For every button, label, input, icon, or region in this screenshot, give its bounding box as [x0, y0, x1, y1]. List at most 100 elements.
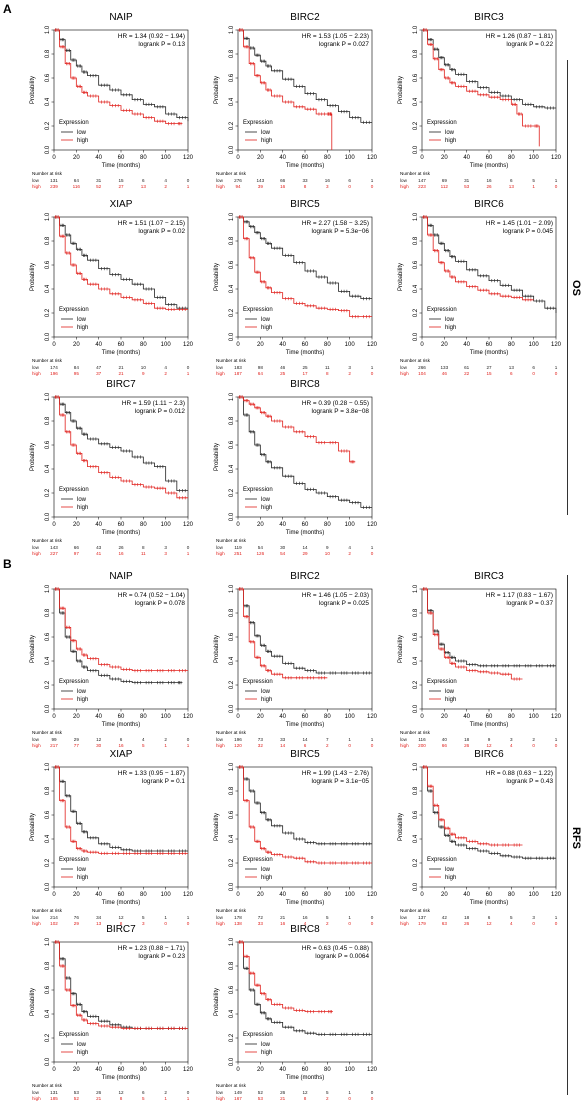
y-tick-label: 0.8 [45, 416, 51, 425]
risk-count-high: 26 [464, 921, 470, 926]
risk-count-low: 1 [371, 365, 374, 370]
risk-count-low: 4 [164, 178, 167, 183]
y-axis-label: Probability [398, 635, 404, 663]
risk-row-label-high: high [216, 371, 225, 376]
risk-count-low: 6 [348, 178, 351, 183]
risk-count-low: 31 [96, 178, 102, 183]
risk-count-high: 116 [73, 184, 81, 189]
plot-frame [53, 941, 189, 1063]
plot-frame [53, 766, 189, 888]
risk-count-low: 0 [187, 545, 190, 550]
y-tick-label: 0.6 [229, 260, 235, 269]
x-axis-label: Time (months) [286, 722, 324, 728]
y-tick-label: 0.4 [45, 464, 51, 473]
risk-count-low: 0 [187, 365, 190, 370]
risk-row-label-high: high [216, 743, 225, 748]
x-tick-label: 80 [324, 342, 331, 348]
y-tick-label: 0.0 [229, 704, 235, 713]
y-tick-label: 0.8 [229, 961, 235, 970]
risk-count-low: 5 [142, 915, 145, 920]
km-plot-svg: BIRC8 HR = 0.39 (0.28 − 0.55)logrank P = … [214, 379, 378, 556]
x-tick-label: 100 [161, 342, 172, 348]
x-tick-label: 20 [441, 342, 448, 348]
x-tick-label: 100 [161, 155, 172, 161]
y-tick-label: 0.2 [413, 308, 419, 317]
hazard-ratio: HR = 0.88 (0.63 − 1.22) [486, 770, 553, 777]
risk-count-low: 54 [258, 545, 264, 550]
risk-count-high: 2 [326, 743, 329, 748]
legend-label-low: low [445, 689, 455, 695]
risk-count-low: 29 [74, 737, 80, 742]
x-tick-label: 100 [529, 892, 540, 898]
x-tick-label: 0 [236, 522, 240, 528]
risk-count-high: 0 [555, 743, 558, 748]
risk-count-low: 14 [302, 737, 308, 742]
risk-count-low: 6 [142, 1090, 145, 1095]
y-tick-label: 0.0 [45, 332, 51, 341]
x-axis-label: Time (months) [102, 163, 140, 169]
legend-title: Expression [427, 679, 457, 685]
x-tick-label: 20 [257, 1067, 264, 1073]
risk-count-high: 200 [418, 743, 426, 748]
y-tick-label: 0.2 [45, 488, 51, 497]
y-tick-label: 0.6 [413, 73, 419, 82]
plot-frame [237, 941, 373, 1063]
risk-count-low: 266 [418, 365, 426, 370]
x-tick-label: 40 [463, 892, 470, 898]
x-tick-label: 80 [508, 714, 515, 720]
risk-count-high: 1 [532, 184, 535, 189]
logrank-p: logrank P = 0.43 [506, 778, 553, 785]
risk-count-low: 4 [164, 365, 167, 370]
y-axis-label: Probability [214, 443, 220, 471]
x-tick-label: 120 [551, 155, 562, 161]
y-tick-label: 0.8 [45, 786, 51, 795]
x-tick-label: 80 [140, 155, 147, 161]
y-tick-label: 0.6 [413, 632, 419, 641]
x-tick-label: 20 [441, 155, 448, 161]
y-tick-label: 1.0 [229, 584, 235, 593]
y-tick-label: 0.4 [229, 1009, 235, 1018]
risk-count-low: 53 [74, 1090, 80, 1095]
risk-count-high: 54 [280, 551, 286, 556]
panel-title: BIRC2 [290, 12, 320, 23]
km-panel-b-birc8: BIRC8 HR = 0.63 (0.45 − 0.88) logrank P = … [206, 920, 386, 1110]
risk-table-header: Number at risk [400, 358, 431, 363]
y-tick-label: 0.6 [45, 985, 51, 994]
risk-count-low: 26 [118, 545, 124, 550]
x-tick-label: 40 [463, 342, 470, 348]
section-a-letter: A [3, 2, 12, 16]
x-tick-label: 40 [95, 1067, 102, 1073]
x-tick-label: 80 [324, 1067, 331, 1073]
y-tick-label: 1.0 [413, 212, 419, 221]
risk-count-high: 2 [164, 184, 167, 189]
x-tick-label: 80 [140, 892, 147, 898]
km-plot-svg: NAIP HR = 0.74 (0.52 − 1.04)logrank P = 0… [30, 571, 194, 748]
x-axis-label: Time (months) [102, 722, 140, 728]
risk-row-label-low: low [400, 178, 408, 183]
risk-count-high: 217 [50, 743, 58, 748]
x-tick-label: 80 [324, 155, 331, 161]
panel-title: NAIP [109, 12, 133, 23]
risk-count-high: 12 [486, 743, 492, 748]
risk-count-low: 147 [418, 178, 426, 183]
y-tick-label: 0.8 [413, 608, 419, 617]
risk-count-low: 1 [371, 545, 374, 550]
y-tick-label: 1.0 [413, 584, 419, 593]
hazard-ratio: HR = 1.51 (1.07 − 2.15) [118, 220, 185, 227]
risk-count-low: 6 [142, 178, 145, 183]
y-tick-label: 1.0 [413, 25, 419, 34]
risk-count-high: 9 [142, 371, 145, 376]
y-tick-label: 0.6 [229, 632, 235, 641]
risk-count-high: 26 [464, 743, 470, 748]
x-tick-label: 40 [95, 892, 102, 898]
x-axis-label: Time (months) [102, 1075, 140, 1081]
hazard-ratio: HR = 1.45 (1.01 − 2.09) [486, 220, 553, 227]
km-curve-high [238, 29, 333, 150]
y-tick-label: 0.6 [45, 440, 51, 449]
legend-label-low: low [77, 130, 87, 136]
y-tick-label: 0.6 [45, 810, 51, 819]
y-tick-label: 0.8 [413, 49, 419, 58]
km-panel-b-birc7: BIRC7 HR = 1.23 (0.88 − 1.71) logrank P = … [22, 920, 202, 1110]
y-tick-label: 0.2 [413, 680, 419, 689]
x-tick-label: 120 [367, 892, 378, 898]
